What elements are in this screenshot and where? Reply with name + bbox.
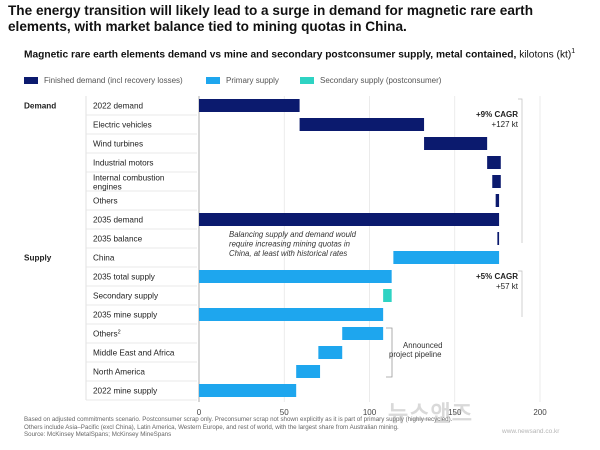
- bar-2035-demand: [199, 213, 500, 226]
- subtitle-unit: kilotons (kt): [516, 49, 572, 61]
- bar-others: [495, 194, 500, 207]
- group-label-demand: Demand: [24, 102, 56, 111]
- row-label: Wind turbines: [93, 140, 143, 149]
- legend-swatch-demand: [24, 77, 38, 84]
- watermark-url: www.newsand.co.kr: [502, 428, 560, 435]
- row-label: 2035 demand: [93, 216, 144, 225]
- supply-cagr: +5% CAGR: [476, 272, 518, 281]
- row-label: Middle East and Africa: [93, 349, 175, 358]
- bar-internal-combustion-engines: [492, 175, 501, 188]
- bar-wind-turbines: [424, 137, 488, 150]
- row-label: 2035 mine supply: [93, 311, 158, 320]
- pipeline-bracket: [386, 327, 393, 378]
- bar-secondary-supply: [383, 289, 392, 302]
- bar-china: [393, 251, 500, 264]
- row-label: Secondary supply: [93, 292, 159, 301]
- footnote-1: Based on adjusted commitments scenario. …: [24, 416, 453, 423]
- x-tick-label-100: 100: [363, 408, 377, 417]
- x-tick-label-200: 200: [533, 408, 547, 417]
- row-label: engines: [93, 183, 122, 192]
- pipeline-note: Announced: [403, 341, 442, 350]
- headline: The energy transition will likely lead t…: [8, 3, 534, 34]
- legend-swatch-secondary: [300, 77, 314, 84]
- bar-others: [342, 327, 384, 340]
- row-label: Others2: [93, 330, 121, 339]
- row-label: 2035 total supply: [93, 273, 156, 282]
- demand-increase: +127 kt: [492, 120, 519, 129]
- subtitle-bold: Magnetic rare earth elements demand vs m…: [24, 49, 517, 61]
- legend-item-demand: Finished demand (incl recovery losses): [24, 76, 183, 85]
- row-label: China: [93, 254, 115, 263]
- demand-bracket: [518, 98, 523, 243]
- subtitle-footnote-mark: 1: [571, 48, 576, 55]
- bar-electric-vehicles: [299, 118, 425, 131]
- legend-swatch-primary: [206, 77, 220, 84]
- legend-label-demand: Finished demand (incl recovery losses): [44, 76, 183, 85]
- supply-increase: +57 kt: [496, 282, 519, 291]
- supply-bracket: [518, 270, 523, 317]
- footnote-2: Others include Asia–Pacific (excl China)…: [24, 423, 399, 431]
- bar-middle-east-and-africa: [318, 346, 343, 359]
- bar-2035-mine-supply: [199, 308, 384, 321]
- x-tick-label-0: 0: [197, 408, 202, 417]
- group-label-supply: Supply: [24, 254, 52, 263]
- row-label-footnote-mark: 2: [118, 330, 121, 336]
- bar-industrial-motors: [487, 156, 501, 169]
- bar-north-america: [296, 365, 321, 378]
- legend-item-secondary: Secondary supply (postconsumer): [300, 76, 441, 85]
- chart-subtitle: Magnetic rare earth elements demand vs m…: [24, 46, 584, 61]
- legend-label-secondary: Secondary supply (postconsumer): [320, 76, 442, 85]
- source-note: Source: McKinsey MetalSpans; McKinsey Mi…: [24, 431, 172, 438]
- row-label: Industrial motors: [93, 159, 154, 168]
- balance-note: Balancing supply and demand would: [229, 230, 357, 239]
- balance-note: require increasing mining quotas in: [229, 240, 350, 249]
- watermark-logo: 뉴스앤즈: [388, 401, 473, 426]
- chart-footnotes: Based on adjusted commitments scenario. …: [24, 416, 544, 439]
- bar-2022-mine-supply: [199, 384, 297, 397]
- pipeline-note: project pipeline: [389, 350, 441, 359]
- bar-2035-balance: [497, 232, 500, 245]
- x-tick-label-50: 50: [280, 408, 289, 417]
- legend-item-primary: Primary supply: [206, 76, 279, 85]
- row-label: Electric vehicles: [93, 121, 152, 130]
- demand-cagr: +9% CAGR: [476, 110, 518, 119]
- x-tick-label-150: 150: [448, 408, 462, 417]
- row-label: Others: [93, 197, 118, 206]
- balance-note: China, at least with historical rates: [229, 249, 347, 258]
- row-label: 2035 balance: [93, 235, 143, 244]
- chart-legend: Finished demand (incl recovery losses) P…: [24, 76, 584, 90]
- row-label: 2022 demand: [93, 102, 144, 111]
- row-label: North America: [93, 368, 145, 377]
- legend-label-primary: Primary supply: [226, 76, 279, 85]
- row-label: 2022 mine supply: [93, 387, 158, 396]
- bar-2022-demand: [199, 99, 300, 112]
- bar-2035-total-supply: [199, 270, 392, 283]
- row-label: Internal combustion: [93, 174, 165, 183]
